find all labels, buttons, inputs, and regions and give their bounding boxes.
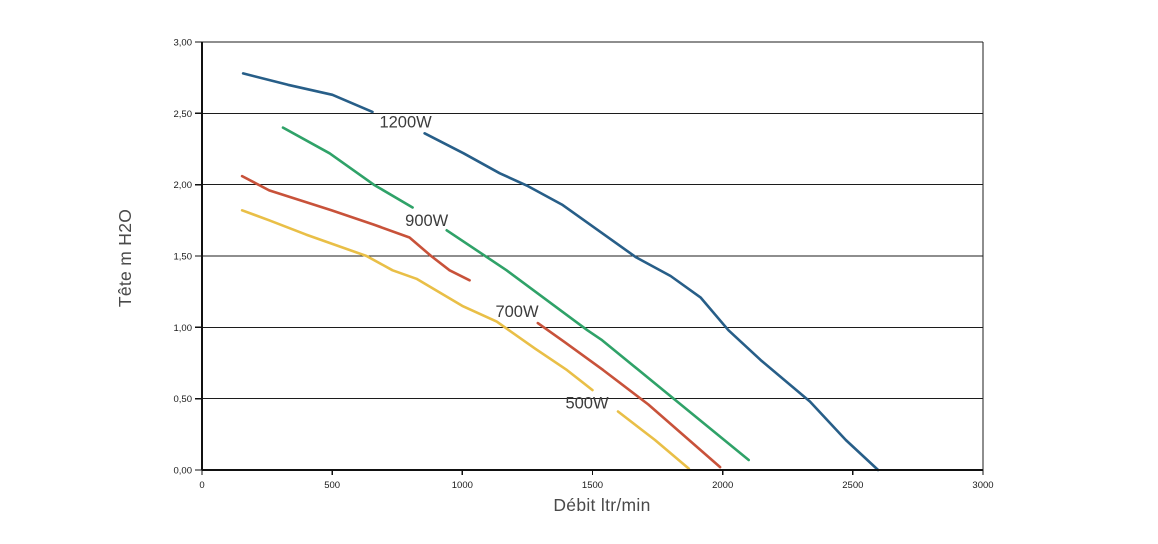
x-axis-title: Débit ltr/min	[553, 495, 650, 515]
curve-500w-segment-2	[616, 410, 691, 470]
curve-label-900w: 900W	[405, 212, 449, 230]
y-tick-label-1,50: 1,50	[174, 252, 193, 263]
curve-900w-segment-2	[445, 229, 751, 462]
curve-700w-segment-2	[536, 321, 722, 469]
x-tick-label-1500: 1500	[582, 480, 603, 491]
x-tick-label-2500: 2500	[842, 480, 863, 491]
x-tick-label-3000: 3000	[972, 480, 993, 491]
curve-1200w-segment-1	[241, 72, 374, 114]
y-tick-label-3,00: 3,00	[174, 38, 193, 49]
y-axis-title: Tête m H2O	[115, 209, 135, 307]
chart-plot-area: 1200W 900W 700W 500W 3,00 2,50 2,00 1,50 1,00 0,5…	[174, 38, 994, 492]
curve-label-700w: 700W	[495, 303, 539, 321]
curve-700w-segment-1	[240, 174, 471, 282]
x-tick-label-2000: 2000	[712, 480, 733, 491]
curve-label-1200w: 1200W	[379, 113, 432, 131]
x-tick-label-0: 0	[199, 480, 204, 491]
curve-500w-segment-1	[240, 209, 594, 392]
curve-1200w-segment-2	[423, 132, 880, 472]
curve-label-500w: 500W	[565, 394, 609, 412]
y-tick-label-0,00: 0,00	[174, 466, 193, 477]
y-tick-label-2,50: 2,50	[174, 109, 193, 120]
x-tick-label-500: 500	[324, 480, 340, 491]
curve-900w-segment-1	[281, 126, 414, 209]
x-tick-label-1000: 1000	[452, 480, 473, 491]
y-tick-label-0,50: 0,50	[174, 394, 193, 405]
y-tick-label-1,00: 1,00	[174, 323, 193, 334]
y-tick-label-2,00: 2,00	[174, 180, 193, 191]
